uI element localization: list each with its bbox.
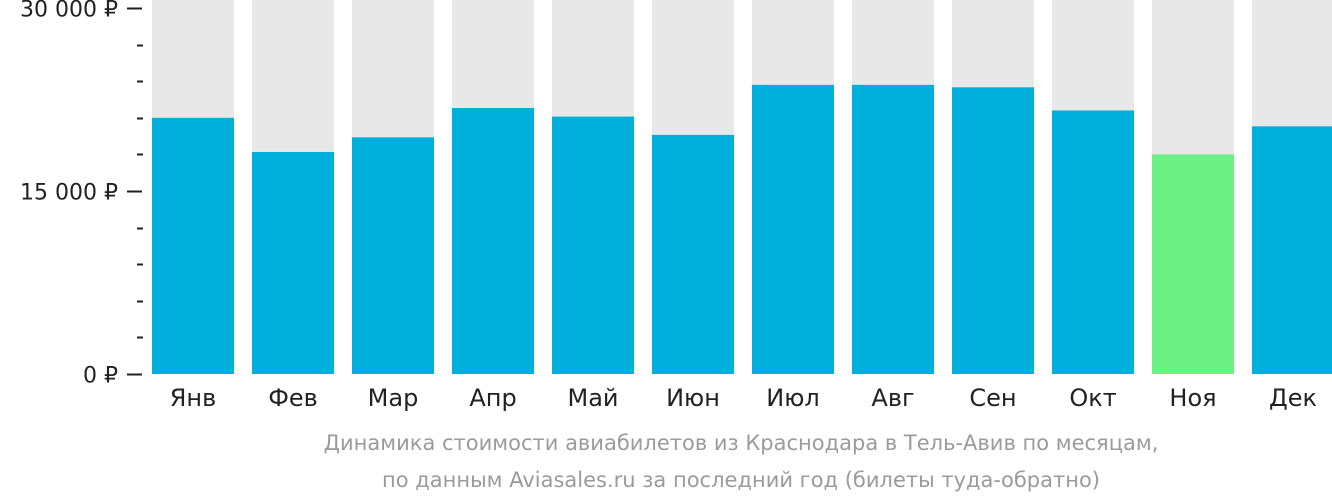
bar-2 [252,151,334,374]
x-tick-label: Фев [268,384,318,412]
bar-1 [152,117,234,375]
bar-7 [752,84,834,375]
x-tick-label: Ноя [1169,384,1216,412]
bar-11 [1152,154,1234,374]
x-tick-label: Июн [666,384,720,412]
y-tick-label: 15 000 ₽ [20,181,118,206]
x-tick-label: Мар [368,384,419,412]
chart-caption-line-1: Динамика стоимости авиабилетов из Красно… [323,431,1159,455]
x-tick-label: Сен [969,384,1016,412]
x-tick-label: Июл [766,384,820,412]
bar-layer [152,84,1332,375]
bar-5 [552,116,634,374]
x-tick-label: Янв [170,384,217,412]
y-tick-label: 30 000 ₽ [20,0,118,23]
price-chart: 0 ₽ 15 000 ₽ 30 000 ₽ Янв Фев Мар Апр Май Июн Ию… [20,0,1332,412]
chart-caption-line-2: по данным Aviasales.ru за последний год … [382,468,1100,492]
x-axis-labels: Янв Фев Мар Апр Май Июн Июл Авг Сен Окт Ноя Дек [170,384,1317,412]
bar-12 [1252,126,1332,374]
x-tick-label: Апр [469,384,516,412]
bar-10 [1052,110,1134,374]
x-tick-label: Май [567,384,618,412]
x-tick-label: Окт [1069,384,1116,412]
bar-6 [652,134,734,374]
y-axis: 0 ₽ 15 000 ₽ 30 000 ₽ [20,0,143,389]
bar-3 [352,137,434,374]
bar-8 [852,84,934,375]
x-tick-label: Дек [1269,384,1317,412]
bar-4 [452,108,534,374]
y-tick-label: 0 ₽ [83,364,118,389]
x-tick-label: Авг [871,384,914,412]
bar-9 [952,87,1034,375]
